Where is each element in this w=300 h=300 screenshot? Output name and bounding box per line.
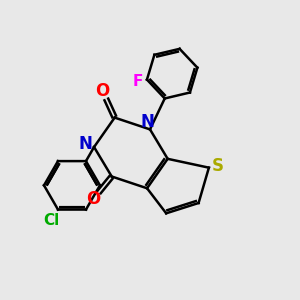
Text: N: N [79,135,93,153]
Text: S: S [212,157,224,175]
Text: O: O [86,190,100,208]
Text: Cl: Cl [44,213,60,228]
Text: N: N [141,113,154,131]
Text: O: O [95,82,110,100]
Text: F: F [133,74,143,89]
